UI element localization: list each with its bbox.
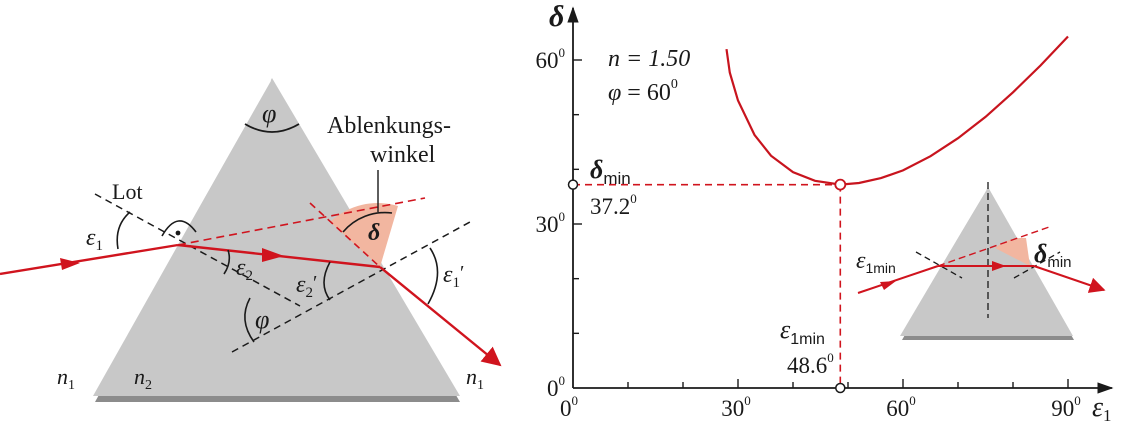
x-tick-label: 300 [721, 393, 751, 421]
incident-ray [0, 243, 179, 276]
eps1p-arc [427, 247, 439, 305]
y-tick-label: 00 [547, 373, 565, 401]
x-tick-label: 900 [1051, 393, 1081, 421]
x-tick-label: 600 [886, 393, 916, 421]
x-tick-label: 00 [560, 393, 578, 421]
eps2p-label: ε2′ [296, 272, 317, 301]
n2-label: n2 [134, 364, 152, 393]
right-angle-arc [161, 220, 197, 237]
eps2-label: ε2 [236, 255, 253, 284]
inset-prism-highlight [898, 188, 987, 335]
n1-left-label: n1 [57, 364, 75, 393]
deviation-angle-wedge [330, 203, 398, 267]
param-phi: φ = 600 [608, 77, 678, 106]
e1min-label: ε1min [780, 315, 825, 348]
e1min-axis-marker [835, 382, 846, 394]
inset-incident-arrowhead [880, 281, 896, 290]
inner-phi-arc [244, 297, 255, 343]
exit-extension [309, 202, 381, 268]
eps1p-label: ε1′ [443, 262, 464, 291]
deviation-title-line1: Ablenkungs- [327, 113, 451, 139]
param-n: n = 1.50 [608, 46, 690, 72]
exit-ray [379, 266, 502, 367]
deviation-title-line2: winkel [370, 142, 436, 168]
inset-incident-ray [857, 265, 939, 294]
inner-phi-label: φ [255, 305, 269, 334]
e1min-value: 48.60 [787, 350, 834, 378]
n1-right-label: n1 [466, 364, 484, 393]
eps2-arc [223, 249, 231, 275]
dmin-label: δmin [590, 155, 631, 188]
deviation-angle-arc [342, 211, 393, 233]
inset-prism: ε1min δmin [856, 182, 1106, 340]
minimum-point [834, 178, 847, 191]
axis-tick-labels: 00 300 600 900 00 300 600 [536, 45, 1081, 421]
inset-deviation-wedge [995, 237, 1030, 266]
eps2p-arc [323, 261, 331, 301]
inset-extension [937, 225, 1053, 267]
inset-e1min-label: ε1min [856, 248, 896, 276]
dmin-axis-marker [567, 179, 579, 190]
apex-angle-arc [244, 123, 300, 133]
exit-normal [231, 221, 471, 353]
inset-dmin-label: δmin [1034, 239, 1072, 271]
inset-entry-normal [915, 251, 963, 279]
deviation-graph: 00 300 600 900 00 300 600 δ ε1 n = 1.50 φ = 60… [536, 0, 1114, 425]
incident-extension [177, 197, 426, 246]
x-axis-label: ε1 [1092, 392, 1112, 425]
inset-prism-body [900, 187, 1073, 336]
apex-angle-label: φ [262, 99, 276, 128]
y-axis-label: δ [549, 0, 564, 33]
inset-exit-ray [1033, 265, 1106, 293]
axis-ticks [573, 59, 1069, 388]
dmin-value: 37.20 [590, 191, 637, 219]
y-tick-label: 300 [536, 209, 566, 237]
eps1-arc [116, 211, 131, 250]
prism-diagram: φ ε1 ε2 ε2′ ε1′ φ [0, 78, 502, 402]
lot-label: Lot [112, 179, 143, 204]
eps1-label: ε1 [86, 225, 103, 254]
y-tick-label: 600 [536, 45, 566, 73]
delta-label: δ [368, 220, 380, 246]
incident-arrowhead [60, 258, 80, 270]
refracted-arrowhead [262, 248, 284, 262]
prism-body [93, 78, 460, 396]
inset-exit-normal [1013, 251, 1061, 279]
inset-internal-arrowhead [992, 261, 1006, 271]
right-angle-dot [175, 230, 181, 236]
prism-edge-highlight [89, 79, 272, 396]
deviation-curve [725, 35, 1069, 186]
